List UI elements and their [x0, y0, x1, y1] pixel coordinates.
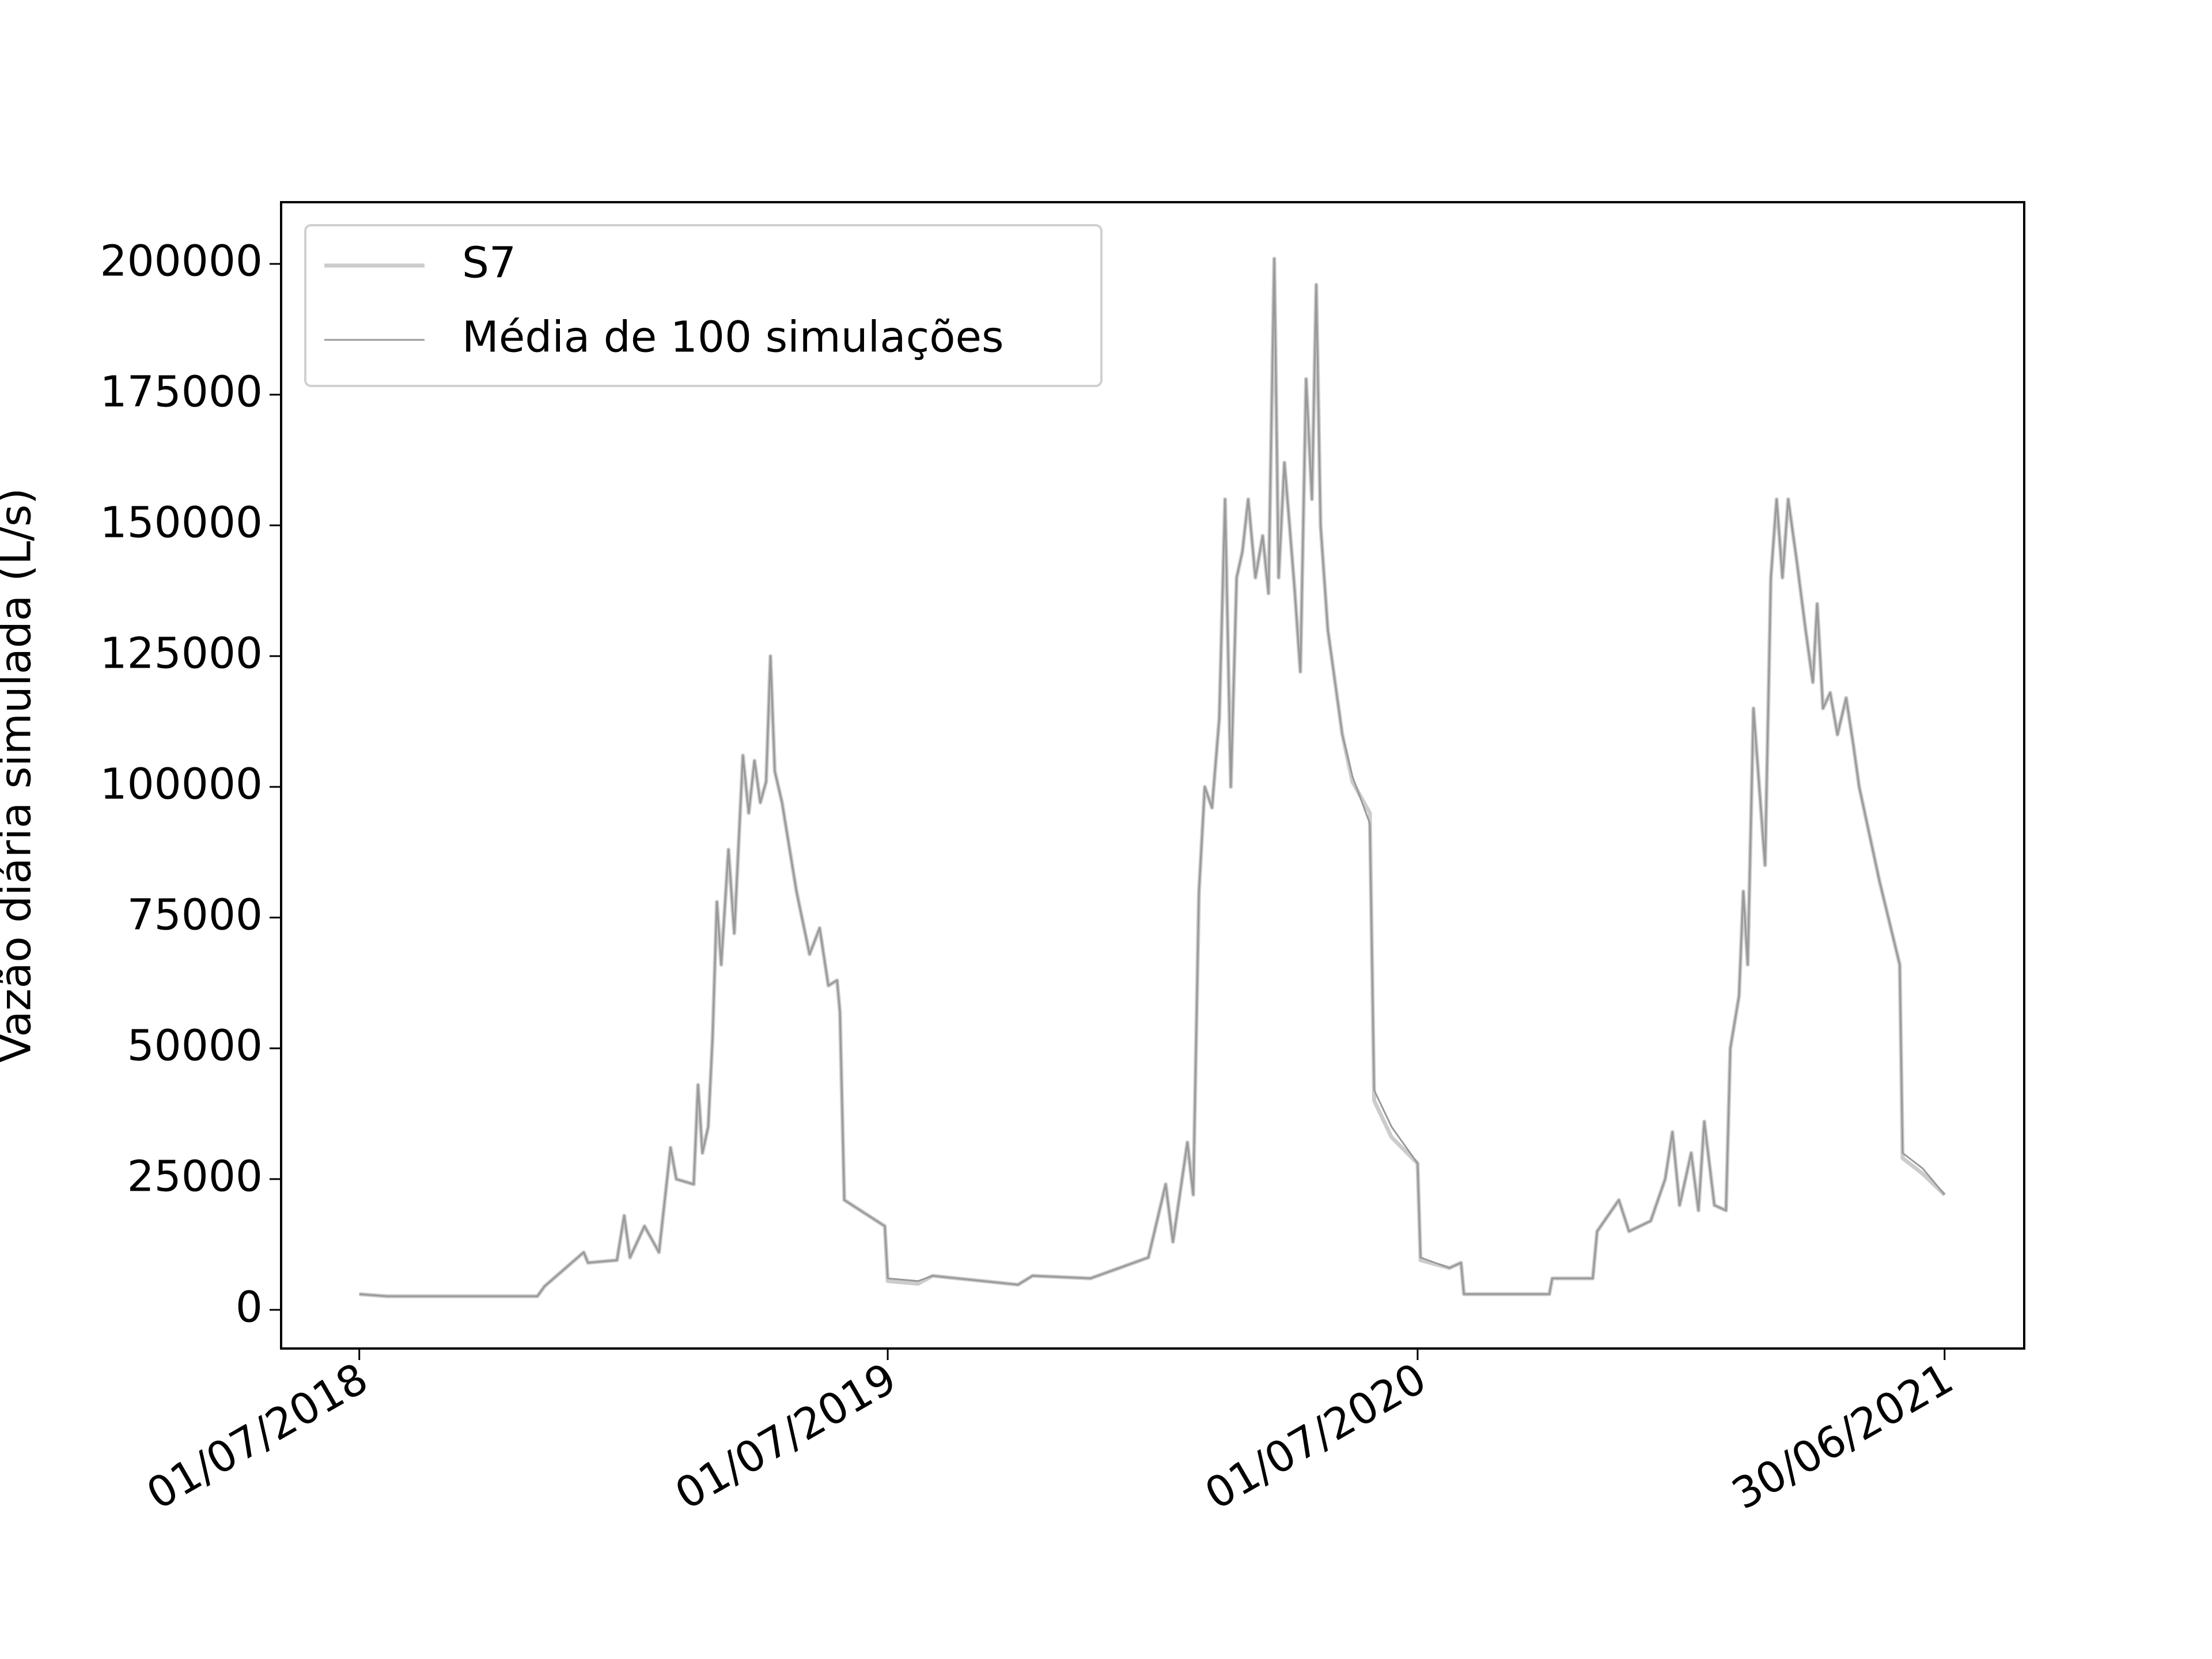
y-tick-label: 25000	[127, 1152, 263, 1201]
y-tick-label: 75000	[127, 890, 263, 940]
data-line	[359, 257, 1945, 1297]
y-tick-label: 50000	[127, 1021, 263, 1070]
y-tick-label: 175000	[100, 368, 263, 417]
legend-label: S7	[462, 238, 516, 288]
legend-box	[304, 224, 1103, 387]
x-tick-label: 01/07/2018	[139, 1354, 376, 1520]
x-tick-label: 01/07/2020	[1197, 1354, 1434, 1520]
y-tick-label: 125000	[100, 629, 263, 679]
y-axis-label: Vazão diária simulada (L/s)	[0, 488, 41, 1063]
x-tick-label: 30/06/2021	[1724, 1354, 1961, 1520]
y-tick-label: 150000	[100, 498, 263, 548]
y-tick-label: 100000	[100, 759, 263, 809]
x-tick-label: 01/07/2019	[667, 1354, 904, 1520]
plot-frame	[280, 201, 2025, 1350]
legend: S7 Média de 100 simulações	[304, 224, 1103, 387]
legend-label: Média de 100 simulações	[462, 313, 1004, 362]
y-tick-label: 0	[236, 1282, 263, 1332]
y-tick-label: 200000	[100, 237, 263, 286]
